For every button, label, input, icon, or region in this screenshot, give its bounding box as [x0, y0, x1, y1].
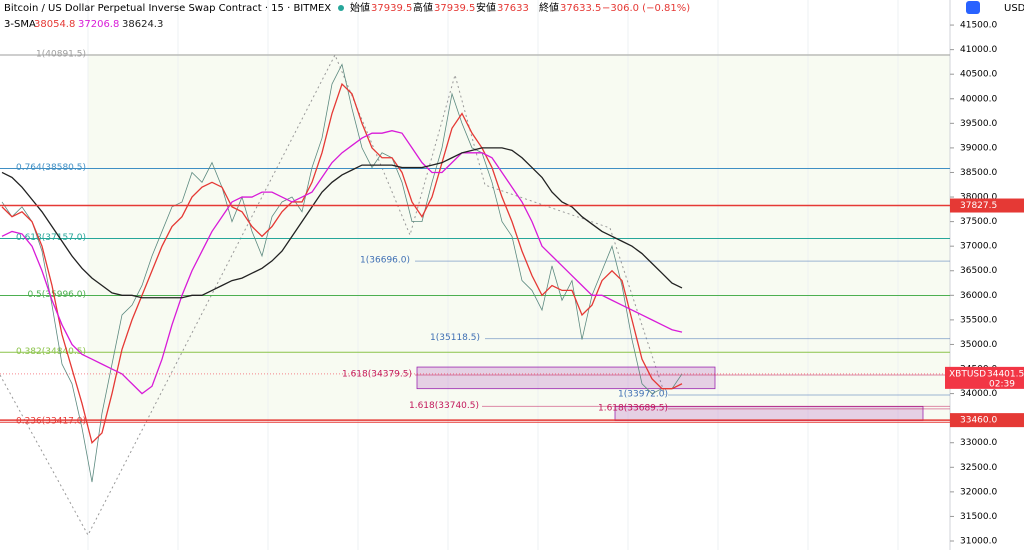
symbol-title: Bitcoin / US Dollar Perpetual Inverse Sw… — [4, 3, 331, 14]
indicator-value: 38054.8 — [34, 19, 75, 30]
y-tick-label: 38000.0 — [960, 193, 997, 203]
indicator-value: 37206.8 — [78, 19, 119, 30]
ohlc-label: 始値 — [350, 1, 370, 14]
fib-label: 0.764(38580.5) — [16, 163, 86, 173]
y-tick-label: 35500.0 — [960, 315, 997, 325]
settings-icon[interactable] — [966, 1, 980, 14]
annotation-label: 1(35118.5) — [430, 333, 480, 343]
series-line — [1, 82, 683, 444]
ohlc-value: 37633 — [497, 3, 529, 14]
price-tag-label: 33460.0 — [960, 416, 997, 426]
countdown: 02:39 — [989, 379, 1015, 389]
status-dot — [338, 5, 344, 11]
y-tick-label: 36500.0 — [960, 266, 997, 276]
ohlc-value: 37939.5 — [371, 3, 412, 14]
y-tick-label: 38500.0 — [960, 168, 997, 178]
series-line — [1, 63, 683, 483]
indicator-value: 38624.3 — [122, 19, 163, 30]
zigzag — [0, 53, 666, 537]
y-tick-label: 35000.0 — [960, 340, 997, 350]
target-box — [416, 366, 716, 390]
y-tick-label: 36000.0 — [960, 291, 997, 301]
y-tick-label: 33000.0 — [960, 438, 997, 448]
annotation-label: 1(33972.0) — [618, 389, 668, 399]
symbol-tag: XBTUSD — [949, 369, 986, 379]
annotation-label: 1.618(33740.5) — [409, 401, 479, 411]
annotation-label: 1.618(33689.5) — [598, 403, 668, 413]
ohlc-label: 高値 — [413, 1, 433, 14]
y-tick-label: 32500.0 — [960, 463, 997, 473]
v-grid — [87, 0, 899, 550]
ohlc-value: 37939.5 — [434, 3, 475, 14]
price-tag — [950, 413, 1024, 428]
y-tick-label: 41500.0 — [960, 21, 997, 31]
ohlc-label: 終値 — [539, 1, 559, 14]
annotation-label: 1.618(34379.5) — [342, 369, 412, 379]
y-tick-label: 37000.0 — [960, 242, 997, 252]
y-tick-label: 37500.0 — [960, 217, 997, 227]
fib-zone — [88, 54, 950, 420]
y-tick-label: 41000.0 — [960, 45, 997, 55]
annotation-label: 1(36696.0) — [360, 256, 410, 266]
y-tick-label: 32000.0 — [960, 487, 997, 497]
y-tick-label: 40000.0 — [960, 94, 997, 104]
last-price-tag — [945, 366, 1024, 389]
price-tag-label: 37827.5 — [960, 201, 997, 211]
y-tick-label: 39000.0 — [960, 143, 997, 153]
fib-label: 0.382(34840.5) — [16, 347, 86, 357]
fib-label: 0.618(37157.0) — [16, 233, 86, 243]
last-price-label: 34401.5 — [987, 369, 1024, 379]
ohlc-value: 37633.5 — [560, 3, 601, 14]
price-tag — [950, 198, 1024, 213]
y-tick-label: 31000.0 — [960, 537, 997, 547]
ohlc-label: 安値 — [476, 1, 496, 14]
series-line — [1, 130, 683, 395]
y-tick-label: 39500.0 — [960, 119, 997, 129]
y-tick-label: 34000.0 — [960, 389, 997, 399]
y-tick-label: 40500.0 — [960, 70, 997, 80]
fib-label: 0.5(35996.0) — [27, 290, 86, 300]
indicator-name: 3-SMA — [4, 19, 36, 30]
change: −306.0 (−0.81%) — [602, 3, 690, 14]
fib-label: 0.236(33417.0) — [16, 417, 86, 427]
fib-label: 1(40891.5) — [36, 49, 86, 59]
currency: USD — [1004, 3, 1024, 14]
y-tick-label: 31500.0 — [960, 512, 997, 522]
